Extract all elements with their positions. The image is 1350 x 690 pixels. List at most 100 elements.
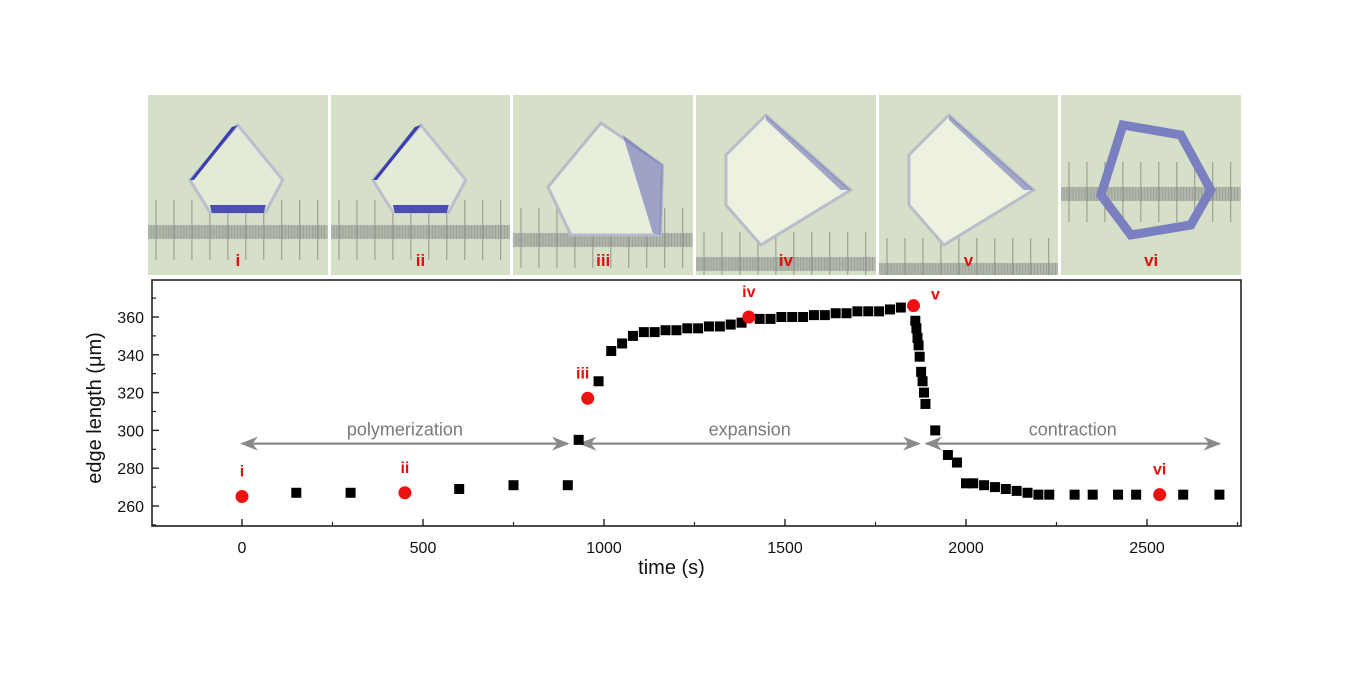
data-point-square: [345, 487, 356, 498]
snapshot-marker: [742, 310, 756, 324]
data-point-square: [693, 323, 704, 334]
plot-frame: [151, 279, 1242, 527]
data-point-square: [714, 321, 725, 332]
panel-label: i: [235, 251, 241, 270]
data-point-square: [819, 310, 830, 321]
y-tick-label: 360: [117, 310, 144, 327]
data-point-square: [798, 312, 809, 322]
data-point-square: [1131, 489, 1142, 500]
data-point-square: [1113, 489, 1124, 500]
data-point-square: [917, 376, 928, 387]
panel-label: vi: [1144, 251, 1159, 270]
snapshot-marker: [907, 299, 921, 313]
snapshot-label: vi: [1153, 462, 1166, 479]
data-point-square: [671, 325, 682, 336]
micrograph-image: [878, 112, 1059, 275]
data-point-square: [754, 313, 765, 324]
micrograph-strip: i ii iii iv v vi: [148, 95, 1242, 275]
micrograph-image: [148, 122, 328, 260]
micrograph-panel: iii: [513, 95, 694, 275]
data-point-square: [808, 310, 819, 321]
data-point-square: [930, 425, 941, 436]
data-point-square: [830, 308, 841, 319]
data-point-square: [606, 346, 617, 357]
micrograph-image: [1061, 119, 1242, 240]
data-point-square: [617, 338, 628, 349]
panel-label: iii: [596, 251, 611, 270]
micrograph-panel: i: [148, 95, 328, 275]
data-point-square: [736, 317, 747, 328]
data-point-square: [884, 304, 895, 315]
data-point-square: [852, 306, 863, 317]
data-point-square: [454, 483, 465, 494]
data-point-square: [920, 398, 931, 409]
data-point-square: [1022, 487, 1033, 498]
data-point-square: [682, 323, 693, 334]
data-point-square: [979, 480, 990, 491]
axes: 0 500 1000 1500 2000 2500 260 280 300 320 340 360 ti…: [84, 297, 1239, 579]
data-point-square: [913, 340, 924, 351]
micrograph-panel: v: [878, 95, 1059, 275]
x-tick-label: 0: [238, 540, 247, 557]
snapshot-marker: [398, 486, 412, 500]
phase-label: polymerization: [347, 420, 463, 440]
data-point-square: [989, 482, 1000, 493]
data-point-square: [703, 321, 714, 332]
data-point-square: [638, 327, 649, 338]
micrograph-panel: vi: [1061, 95, 1242, 275]
snapshot-label: ii: [400, 460, 409, 477]
x-tick-label: 1000: [586, 540, 622, 557]
x-axis-title: time (s): [638, 557, 705, 579]
phase-label: expansion: [709, 420, 791, 440]
micrograph-image: [696, 112, 876, 275]
panel-label: ii: [415, 251, 426, 270]
snapshot-label: iv: [742, 284, 755, 301]
data-point-square: [863, 306, 874, 317]
data-point-square: [916, 366, 927, 377]
snapshot-label: i: [240, 464, 244, 481]
snapshot-label: iii: [576, 365, 589, 382]
data-point-square: [874, 306, 885, 317]
panel-label: v: [963, 251, 974, 270]
data-point-square: [725, 319, 736, 330]
data-point-square: [562, 480, 573, 491]
data-point-square: [787, 312, 798, 322]
micrograph-image: [513, 120, 694, 268]
data-point-square: [911, 323, 922, 334]
y-tick-label: 340: [117, 348, 144, 365]
data-point-square: [1044, 489, 1055, 500]
data-point-square: [573, 434, 584, 445]
data-point-square: [968, 478, 979, 489]
data-point-square: [765, 313, 776, 324]
data-point-square: [1011, 485, 1022, 496]
micrograph-image: [330, 122, 511, 260]
data-point-square: [919, 387, 930, 398]
data-point-square: [1000, 483, 1011, 494]
data-point-square: [649, 327, 660, 338]
data-point-square: [1178, 489, 1189, 500]
data-point-square: [776, 312, 787, 322]
x-tick-label: 500: [410, 540, 437, 557]
x-tick-label: 2500: [1129, 540, 1165, 557]
phase-label: contraction: [1029, 420, 1117, 440]
data-point-square: [961, 478, 971, 489]
y-tick-label: 320: [117, 386, 144, 403]
data-point-square: [1087, 489, 1098, 500]
data-point-square: [841, 308, 852, 319]
snapshot-marker: [235, 490, 249, 504]
data-point-square: [910, 315, 921, 326]
data-point-square: [942, 449, 953, 460]
data-point-square: [291, 487, 302, 498]
x-tick-label: 1500: [767, 540, 803, 557]
y-tick-label: 280: [117, 461, 144, 478]
panel-label: iv: [778, 251, 793, 270]
phase-arrows: polymerization expansion contraction: [240, 420, 1222, 451]
data-point-square: [508, 480, 519, 491]
data-point-square: [914, 351, 925, 362]
data-point-square: [895, 302, 906, 313]
data-point-square: [951, 457, 962, 468]
data-point-square: [1033, 489, 1044, 500]
data-point-square: [1069, 489, 1080, 500]
